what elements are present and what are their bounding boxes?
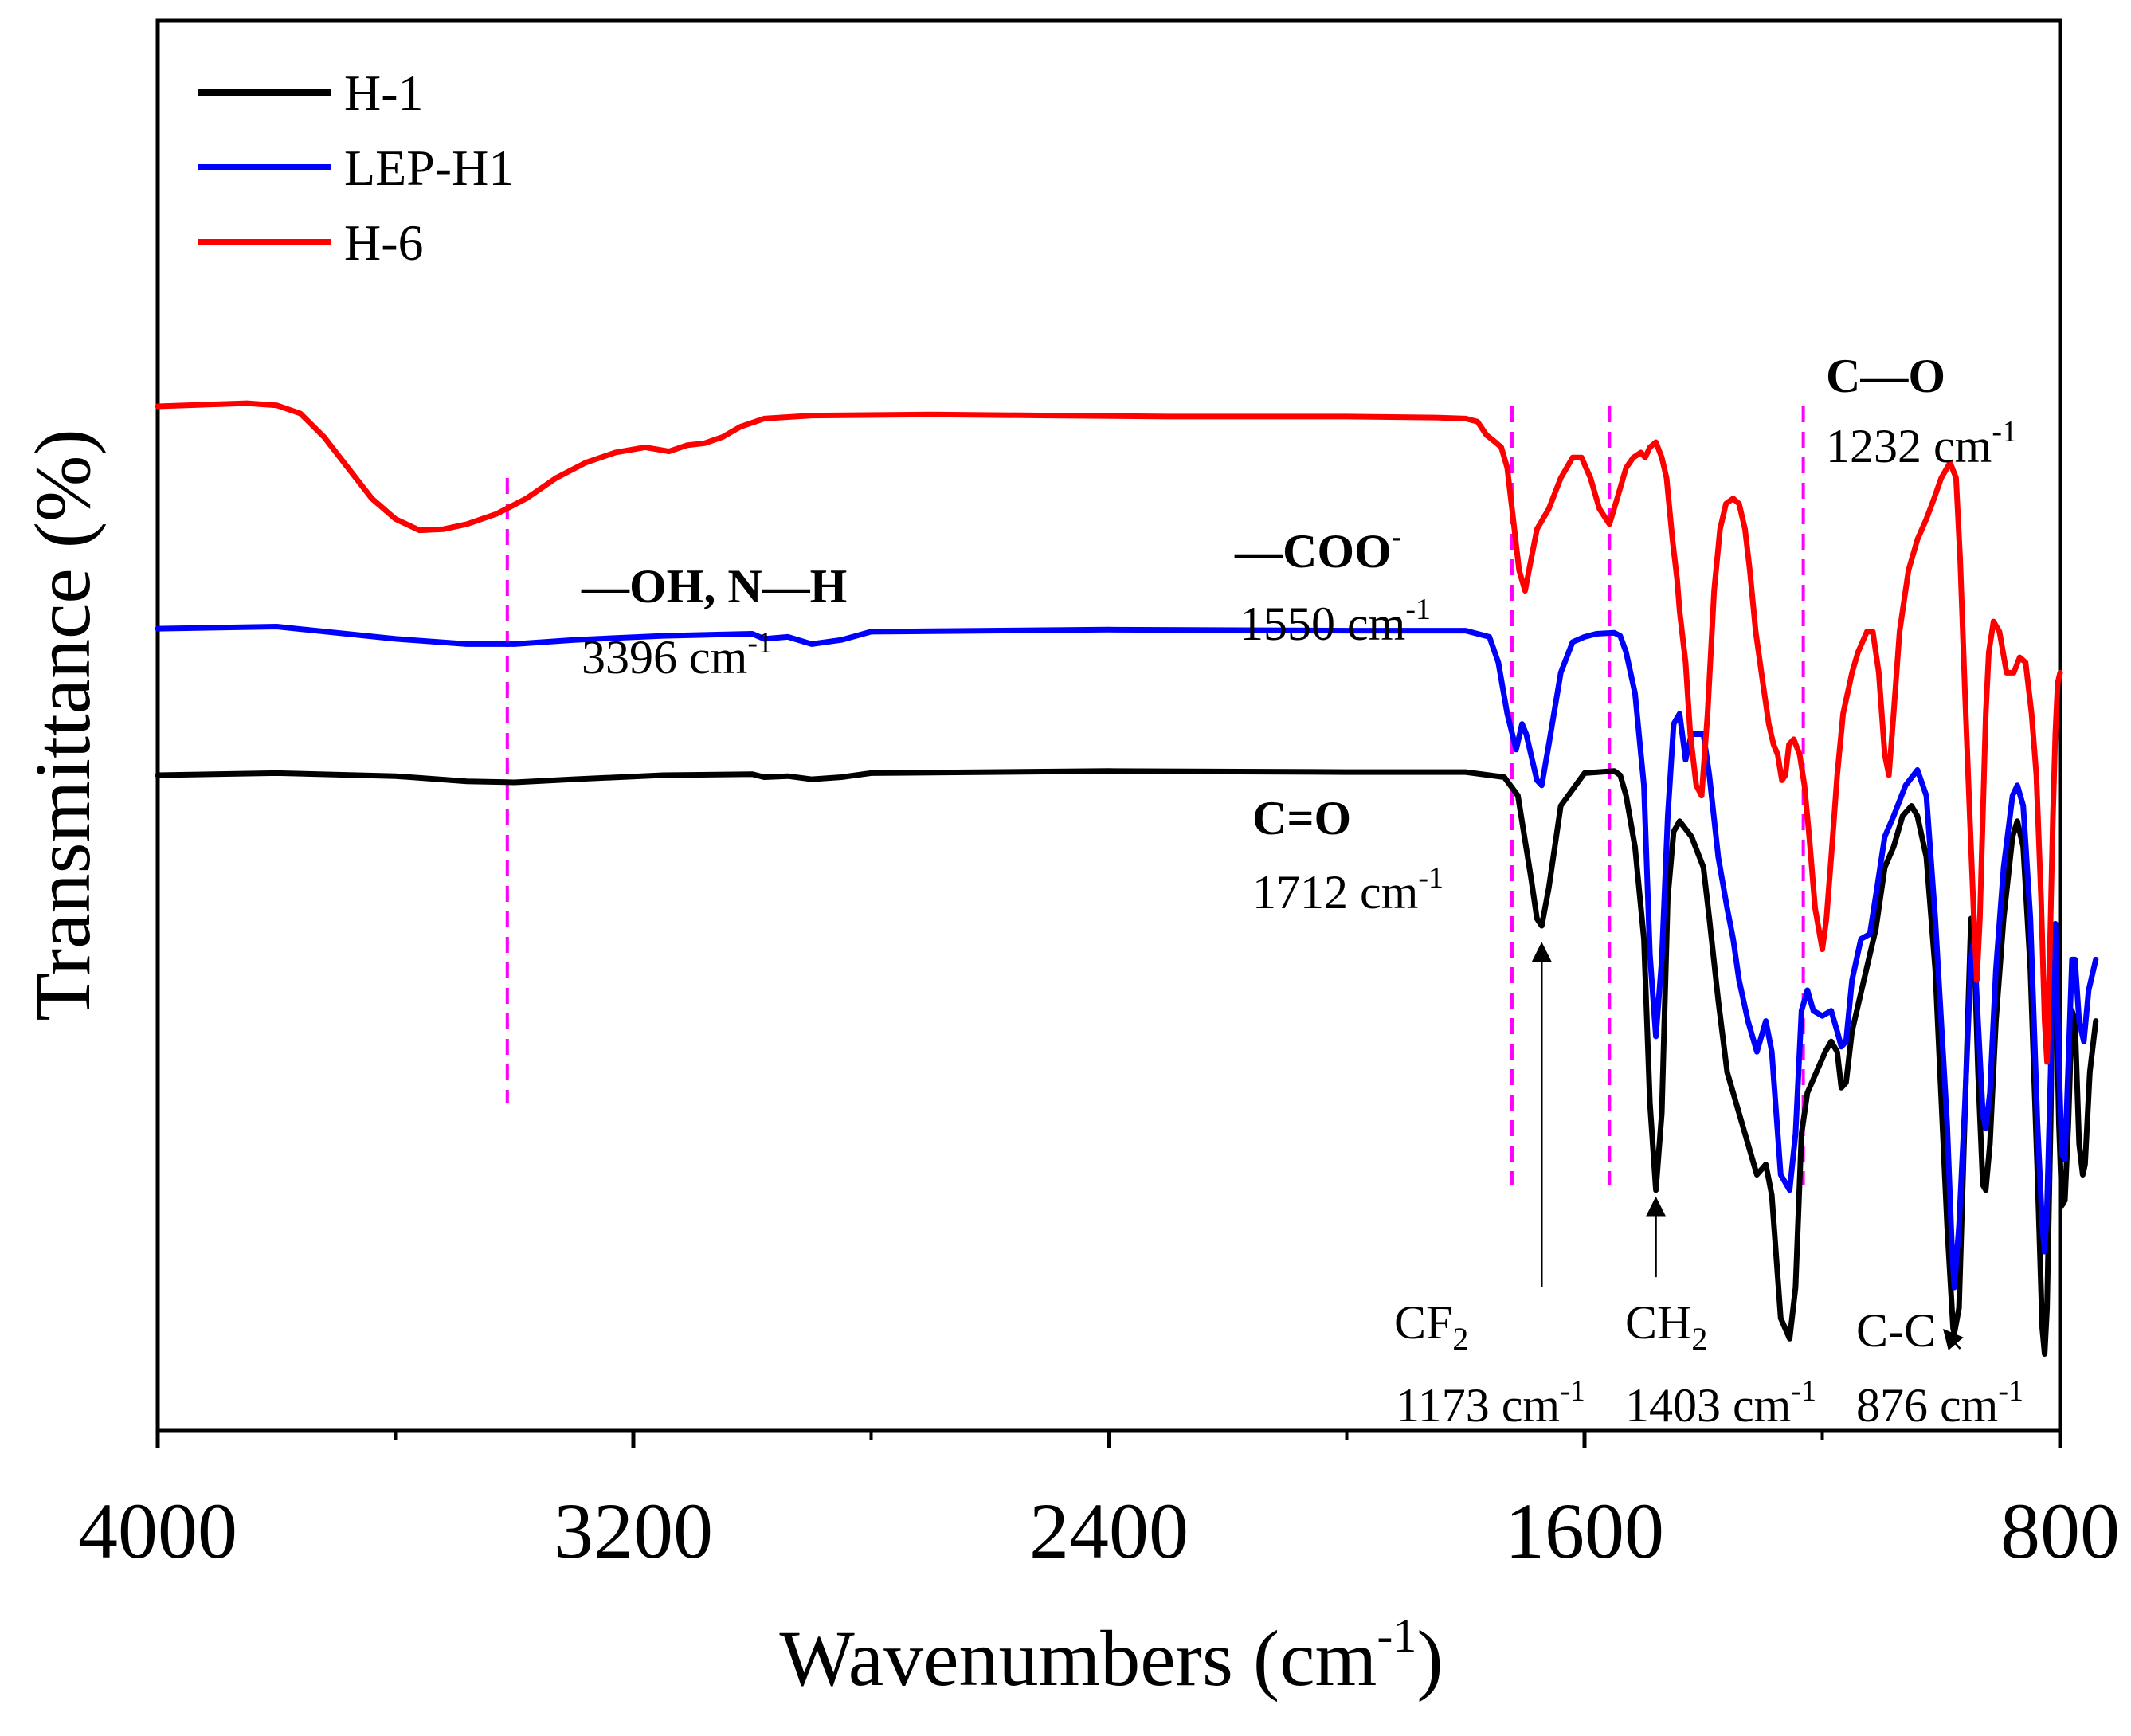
annotation-value: 1173 cm-1: [1396, 1374, 1585, 1432]
x-tick-label: 800: [2000, 1487, 2120, 1575]
x-axis-title: Wavenumbers (cm-1): [779, 1609, 1443, 1703]
legend-label-h6: H-6: [344, 214, 424, 271]
annotation-label: —OH, N—H: [581, 560, 847, 613]
y-axis-title: Transmittance (%): [18, 429, 107, 1021]
annotation-label: C=O: [1252, 792, 1351, 844]
annotation-label: CF2: [1394, 1296, 1468, 1357]
annotation-value: 1712 cm-1: [1252, 861, 1444, 919]
x-tick-label: 4000: [78, 1487, 237, 1575]
annotation-value: 876 cm-1: [1856, 1374, 2023, 1432]
legend-label-lep-h1: LEP-H1: [344, 139, 514, 196]
x-tick-label: 3200: [554, 1487, 713, 1575]
dashed-guides: [505, 406, 1805, 1185]
annotation-c-double-o: C=O 1712 cm-1: [1252, 792, 1444, 919]
x-tick-label: 1600: [1505, 1487, 1664, 1575]
x-tick-label: 2400: [1029, 1487, 1189, 1575]
annotation-label: C-C: [1856, 1304, 1936, 1357]
annotation-label: —COO-: [1234, 520, 1401, 578]
series-line-h-6: [155, 400, 2063, 1065]
series-line-lep-h1: [155, 624, 2099, 1291]
annotation-ch2: CH2 1403 cm-1: [1625, 1296, 1816, 1432]
annotation-coo: —COO- 1550 cm-1: [1234, 520, 1431, 650]
annotation-value: 1403 cm-1: [1625, 1374, 1816, 1432]
annotation-value: 1550 cm-1: [1240, 593, 1431, 650]
annotation-c-o: C—O 1232 cm-1: [1826, 350, 2017, 472]
annotation-oh-nh: —OH, N—H 3396 cm-1: [581, 560, 847, 684]
annotation-cf2: CF2 1173 cm-1: [1394, 1296, 1585, 1432]
x-axis-ticks: [155, 1431, 2062, 1448]
annotation-c-c: C-C 876 cm-1: [1856, 1304, 2023, 1432]
legend: H-1 LEP-H1 H-6: [198, 65, 514, 271]
series-line-h-1: [155, 768, 2099, 1357]
annotation-label: CH2: [1625, 1296, 1707, 1357]
series-lines: [155, 400, 2099, 1357]
annotation-label: C—O: [1826, 350, 1945, 402]
legend-label-h1: H-1: [344, 65, 424, 121]
annotation-value: 3396 cm-1: [582, 626, 773, 684]
peak-arrows: [1531, 942, 1964, 1351]
arrow-c-c: [1943, 1328, 1964, 1351]
annotation-value: 1232 cm-1: [1826, 415, 2017, 472]
